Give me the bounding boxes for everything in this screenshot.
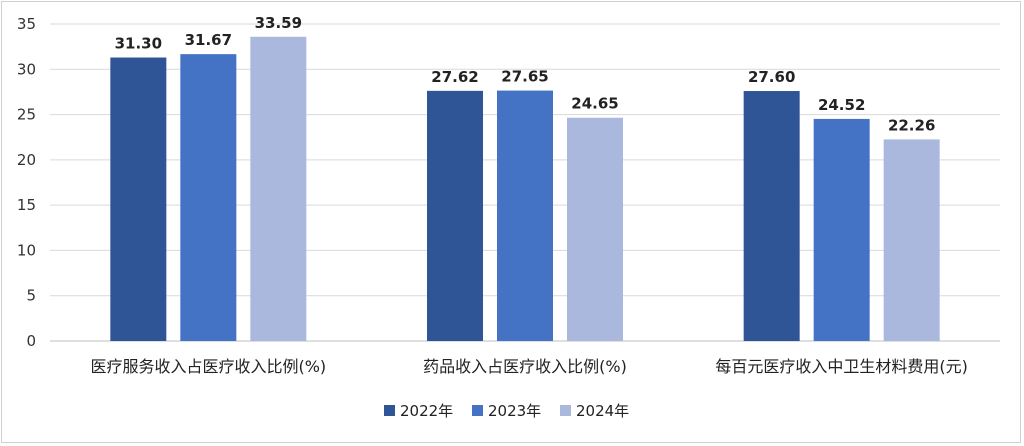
data-label: 22.26 xyxy=(888,116,935,134)
y-tick-label: 30 xyxy=(17,60,36,78)
y-tick-label: 0 xyxy=(26,332,36,350)
bar xyxy=(813,118,870,341)
data-label: 27.60 xyxy=(748,68,795,86)
y-axis-ticks: 0 5 10 15 20 25 30 35 xyxy=(17,15,36,350)
y-tick-label: 15 xyxy=(17,196,36,214)
data-label: 33.59 xyxy=(255,14,302,32)
bar xyxy=(180,54,237,342)
x-category-label: 医疗服务收入占医疗收入比例(%) xyxy=(90,357,326,376)
legend-item: 2023年 xyxy=(472,402,541,420)
legend-swatch xyxy=(472,405,483,416)
y-tick-label: 10 xyxy=(17,241,36,259)
bar xyxy=(497,90,553,341)
x-category-label: 药品收入占医疗收入比例(%) xyxy=(423,357,627,376)
data-label: 27.62 xyxy=(431,68,478,86)
legend-item: 2022年 xyxy=(384,402,453,420)
legend: 2022年 2023年 2024年 xyxy=(384,402,629,420)
x-category-label: 每百元医疗收入中卫生材料费用(元) xyxy=(715,357,968,376)
y-tick-label: 35 xyxy=(17,15,36,33)
data-labels: 31.30 31.67 33.59 27.62 27.65 24.65 27.60 24.52… xyxy=(115,14,936,135)
data-label: 31.30 xyxy=(115,35,162,53)
y-tick-label: 5 xyxy=(26,287,36,305)
bar xyxy=(883,139,940,341)
bar xyxy=(427,90,483,342)
y-tick-label: 25 xyxy=(17,106,36,124)
y-tick-label: 20 xyxy=(17,151,36,169)
legend-label: 2022年 xyxy=(400,402,453,420)
data-label: 24.65 xyxy=(571,95,618,113)
data-label: 27.65 xyxy=(501,68,548,86)
data-label: 24.52 xyxy=(818,96,865,114)
bar xyxy=(743,91,800,341)
legend-label: 2023年 xyxy=(488,402,541,420)
legend-label: 2024年 xyxy=(576,402,629,420)
bar xyxy=(567,117,623,342)
bar xyxy=(250,36,307,342)
data-label: 31.67 xyxy=(185,31,232,49)
bar xyxy=(110,57,167,342)
legend-item: 2024年 xyxy=(560,402,629,420)
x-axis-categories: 医疗服务收入占医疗收入比例(%) 药品收入占医疗收入比例(%) 每百元医疗收入中卫生… xyxy=(90,357,967,376)
legend-swatch xyxy=(384,405,395,416)
bars xyxy=(110,36,940,342)
legend-swatch xyxy=(560,405,571,416)
